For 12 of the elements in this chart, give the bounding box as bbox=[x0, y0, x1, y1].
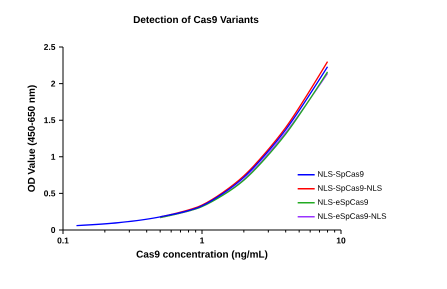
x-tick-label: 10 bbox=[336, 238, 346, 244]
y-axis-title: OD Value (450-650 nm) bbox=[28, 85, 37, 192]
x-tick-label: 0.1 bbox=[57, 238, 69, 244]
chart-title: Detection of Cas9 Variants bbox=[134, 16, 258, 24]
y-tick-label: 2 bbox=[51, 80, 56, 87]
x-axis-title: Cas9 concentration (ng/mL) bbox=[136, 250, 268, 260]
y-tick-label: 0.5 bbox=[44, 190, 56, 196]
y-tick-label: 1.5 bbox=[44, 117, 56, 124]
y-tick-label: 1 bbox=[51, 154, 56, 160]
x-tick-label: 1 bbox=[200, 238, 204, 244]
y-tick-label: 2.5 bbox=[44, 44, 56, 50]
y-tick-label: 0 bbox=[51, 227, 56, 233]
